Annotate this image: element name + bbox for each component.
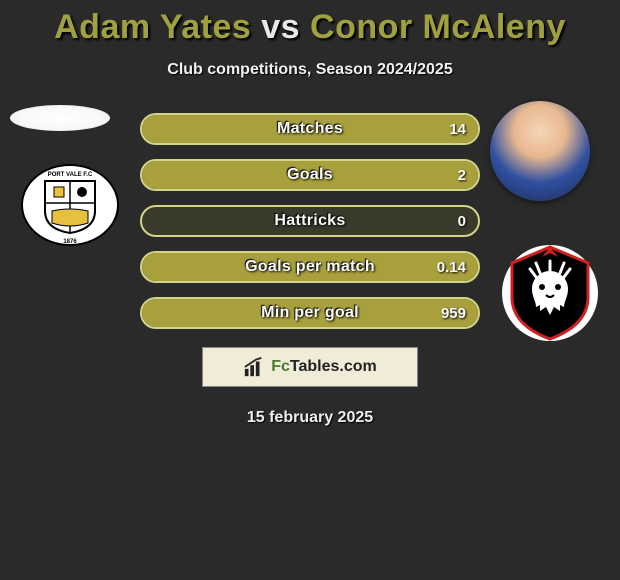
brand-prefix: Fc: [271, 358, 290, 375]
title-vs: vs: [261, 8, 300, 46]
port-vale-shield-icon: PORT VALE F.C 1876: [20, 163, 120, 247]
stat-bar-row: Min per goal959: [140, 297, 480, 329]
stat-bar-row: Goals2: [140, 159, 480, 191]
shield-year: 1876: [63, 239, 77, 245]
subtitle: Club competitions, Season 2024/2025: [0, 61, 620, 79]
stat-bar-label: Hattricks: [142, 207, 478, 235]
title-player2: Conor McAleny: [310, 8, 566, 46]
page-title: Adam Yates vs Conor McAleny: [0, 0, 620, 47]
stat-bar-label: Goals: [142, 161, 478, 189]
bars-icon: [243, 356, 265, 378]
stat-bars: Matches14 Goals2 Hattricks0 Goals per match…: [140, 113, 480, 329]
stat-bar-row: Hattricks0: [140, 205, 480, 237]
stat-bar-value: 14: [449, 115, 466, 143]
player2-avatar: [490, 101, 590, 201]
stat-bar-row: Matches14: [140, 113, 480, 145]
club-left-badge: PORT VALE F.C 1876: [20, 163, 120, 247]
stat-bar-label: Matches: [142, 115, 478, 143]
brand-suffix: Tables.com: [290, 358, 377, 375]
stat-bar-label: Goals per match: [142, 253, 478, 281]
brand-text: FcTables.com: [271, 358, 377, 376]
date-label: 15 february 2025: [0, 409, 620, 427]
club-right-badge: [500, 243, 600, 343]
stat-bar-row: Goals per match0.14: [140, 251, 480, 283]
shield-label: PORT VALE F.C: [48, 172, 93, 178]
player1-avatar: [10, 105, 110, 131]
title-player1: Adam Yates: [54, 8, 251, 46]
stat-bar-label: Min per goal: [142, 299, 478, 327]
stat-bar-value: 0.14: [437, 253, 466, 281]
brand-badge[interactable]: FcTables.com: [202, 347, 418, 387]
stat-bar-value: 0: [458, 207, 466, 235]
salford-shield-icon: [500, 243, 600, 343]
comparison-panel: PORT VALE F.C 1876 Matches14 Goals2 Hattri…: [0, 113, 620, 427]
stat-bar-value: 959: [441, 299, 466, 327]
stat-bar-value: 2: [458, 161, 466, 189]
